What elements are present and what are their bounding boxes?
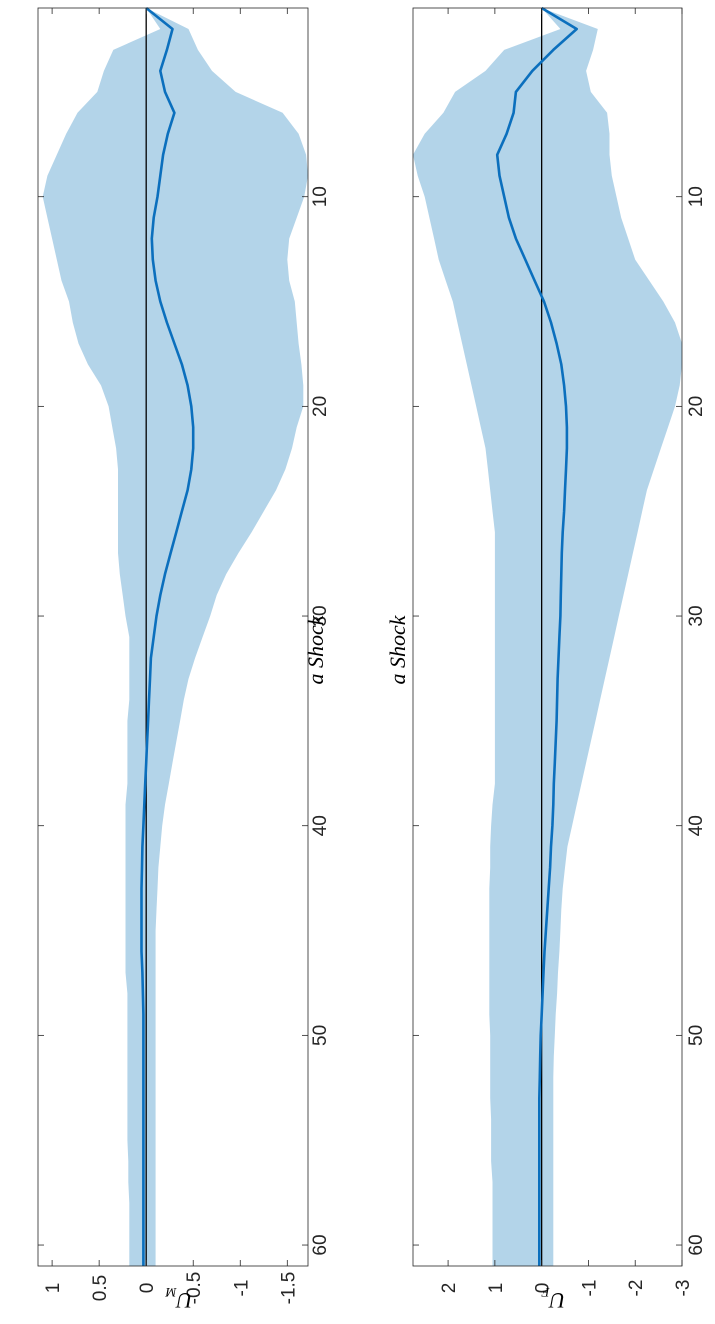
- x-tick-label: 60: [310, 1234, 331, 1255]
- y-tick-label: 0: [533, 1283, 554, 1294]
- confidence-band: [42, 8, 308, 1266]
- y-tick-label: 1: [486, 1283, 507, 1294]
- chart-title: a Shock: [303, 614, 328, 684]
- x-tick-label: 30: [686, 605, 707, 626]
- chart-panel-u-m: 10 20 30 40 50 60 1 0.5 0 -0.5 -1 -1.5 a Shock UM: [37, 6, 331, 1313]
- x-tick-label: 40: [686, 815, 707, 836]
- x-axis: 10 20 30 40 50 60: [413, 186, 707, 1256]
- x-tick-label: 10: [686, 186, 707, 207]
- y-tick-label: -1: [231, 1280, 252, 1297]
- y-tick-label: 0: [137, 1283, 158, 1294]
- x-tick-label: 50: [686, 1025, 707, 1046]
- y-axis: 2 1 0 -1 -2 -3: [439, 8, 694, 1296]
- y-tick-label: 2: [439, 1283, 460, 1294]
- y-tick-label: 0.5: [90, 1275, 111, 1301]
- x-tick-label: 20: [310, 396, 331, 417]
- x-tick-label: 10: [310, 186, 331, 207]
- y-axis-label-subscript: M: [164, 1285, 177, 1300]
- chart-title: a Shock: [385, 614, 410, 684]
- axes-frame: [412, 7, 683, 1267]
- y-axis: 1 0.5 0 -0.5 -1 -1.5: [43, 8, 299, 1304]
- y-axis-label: UF: [541, 1285, 566, 1313]
- y-axis-label: UM: [164, 1285, 192, 1313]
- x-tick-label: 20: [686, 396, 707, 417]
- confidence-band: [413, 8, 682, 1266]
- x-tick-label: 50: [310, 1025, 331, 1046]
- y-tick-label: -2: [626, 1280, 647, 1297]
- y-tick-label: -3: [673, 1280, 694, 1297]
- x-tick-label: 60: [686, 1234, 707, 1255]
- y-axis-label-main: U: [174, 1288, 192, 1313]
- impulse-response-line: [140, 6, 195, 1266]
- axes-frame: [37, 7, 309, 1267]
- y-axis-label-subscript: F: [541, 1285, 551, 1300]
- y-tick-label: -1: [579, 1280, 600, 1297]
- y-tick-label: 1: [43, 1283, 64, 1294]
- y-axis-label-main: U: [547, 1288, 565, 1313]
- x-tick-label: 40: [310, 815, 331, 836]
- y-tick-label: -0.5: [184, 1272, 205, 1305]
- y-tick-label: -1.5: [278, 1272, 299, 1305]
- impulse-response-line: [495, 6, 578, 1266]
- x-tick-label: 30: [310, 605, 331, 626]
- x-axis: 10 20 30 40 50 60: [38, 186, 331, 1256]
